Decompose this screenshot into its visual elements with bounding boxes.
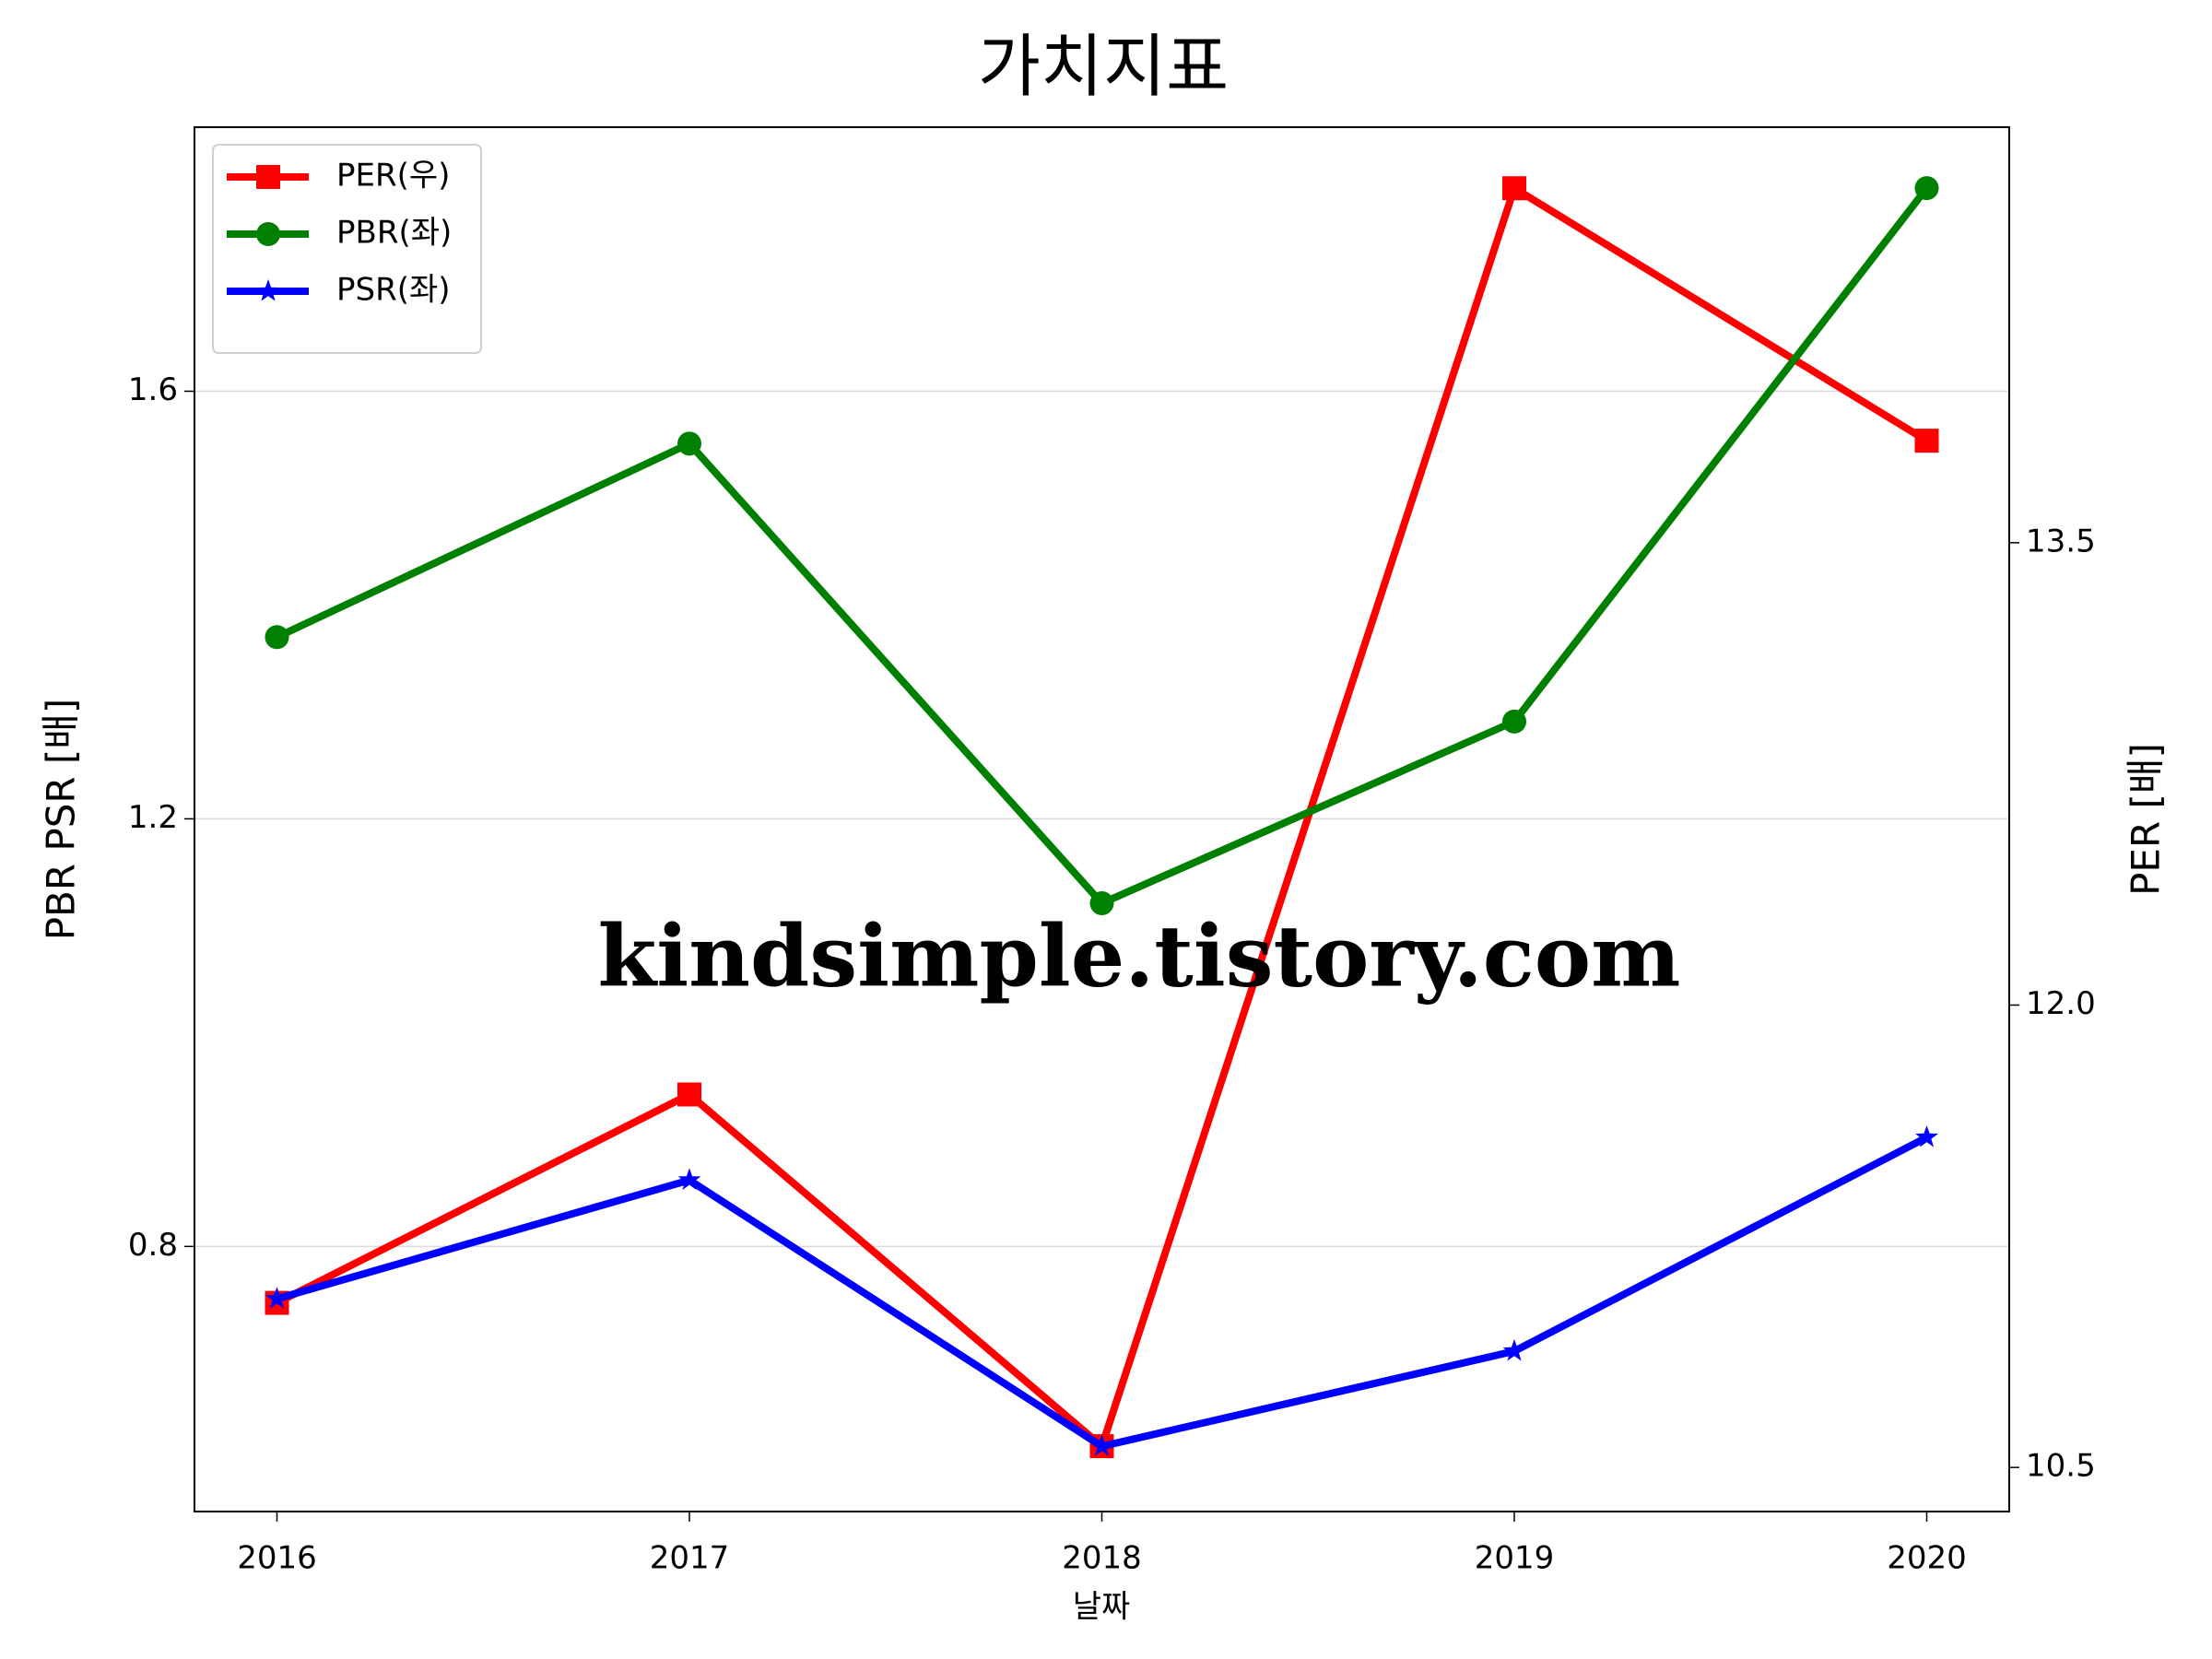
x-axis-label: 날짜 <box>1073 1589 1131 1626</box>
y2-tick-label: 12.0 <box>2026 985 2096 1022</box>
marker <box>1502 1339 1526 1361</box>
marker <box>265 1287 288 1309</box>
marker <box>1914 429 1939 453</box>
marker <box>256 279 280 301</box>
legend-label: PER(우) <box>336 158 450 194</box>
series-line <box>275 184 1929 1451</box>
legend: PER(우) PBR(좌) PSR(좌) <box>212 144 482 354</box>
x-tick-label: 2017 <box>650 1540 730 1577</box>
x-tick-label: 2016 <box>237 1540 317 1577</box>
marker <box>677 1168 701 1190</box>
marker <box>1090 1434 1113 1456</box>
marker <box>677 1082 701 1107</box>
x-tick-label: 2018 <box>1062 1540 1142 1577</box>
y-tick-label: 1.2 <box>128 799 178 836</box>
y-tick-label: 1.6 <box>128 371 178 408</box>
x-tick-label: 2019 <box>1475 1540 1555 1577</box>
marker <box>677 431 701 456</box>
y2-axis-label: PER [배] <box>2124 743 2169 896</box>
series-line <box>276 1134 1929 1451</box>
marker <box>1914 176 1939 201</box>
watermark: kindsimple.tistory.com <box>597 907 1680 1006</box>
chart-title: 가치지표 <box>978 28 1229 107</box>
marker <box>1915 1125 1938 1147</box>
legend-label: PSR(좌) <box>336 272 451 309</box>
y-axis-label: PBR PSR [배] <box>39 699 84 941</box>
y2-tick-label: 13.5 <box>2026 523 2096 559</box>
legend-box <box>212 144 482 354</box>
marker <box>1502 176 1526 201</box>
marker <box>265 625 289 650</box>
marker <box>256 165 280 189</box>
marker <box>1089 891 1114 916</box>
series-line <box>275 185 1930 908</box>
x-tick-label: 2020 <box>1887 1540 1967 1577</box>
plot-frame <box>194 126 2010 1512</box>
y-tick-label: 0.8 <box>128 1227 178 1264</box>
y2-tick-label: 10.5 <box>2026 1448 2096 1485</box>
marker <box>256 222 280 246</box>
legend-label: PBR(좌) <box>336 215 452 252</box>
marker <box>1502 709 1526 734</box>
